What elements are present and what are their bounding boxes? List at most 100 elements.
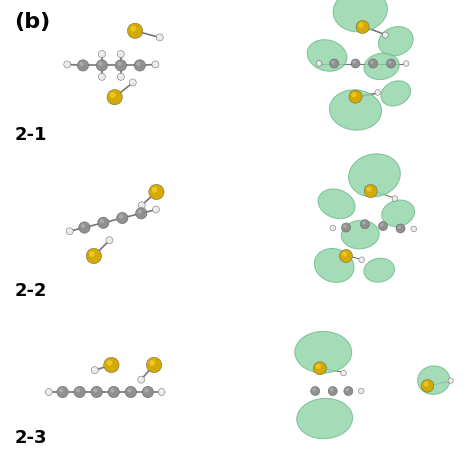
- Circle shape: [349, 90, 362, 103]
- Circle shape: [107, 360, 112, 366]
- Circle shape: [330, 388, 333, 392]
- Circle shape: [342, 371, 344, 374]
- Circle shape: [370, 61, 374, 64]
- Ellipse shape: [341, 220, 379, 249]
- Circle shape: [152, 187, 157, 193]
- Circle shape: [383, 33, 386, 36]
- Circle shape: [125, 386, 137, 398]
- Circle shape: [74, 386, 85, 398]
- Circle shape: [317, 62, 319, 64]
- Circle shape: [129, 79, 136, 86]
- Circle shape: [139, 377, 142, 380]
- Circle shape: [93, 388, 98, 392]
- Circle shape: [339, 249, 353, 263]
- Ellipse shape: [318, 189, 355, 219]
- Circle shape: [328, 386, 337, 396]
- Circle shape: [106, 237, 113, 244]
- Circle shape: [118, 52, 121, 55]
- Circle shape: [359, 389, 362, 392]
- Circle shape: [149, 184, 164, 200]
- Circle shape: [89, 251, 95, 257]
- Circle shape: [108, 386, 119, 398]
- Circle shape: [107, 90, 122, 105]
- Circle shape: [366, 187, 372, 191]
- Circle shape: [99, 73, 105, 80]
- Circle shape: [139, 203, 142, 206]
- Circle shape: [375, 90, 381, 95]
- Circle shape: [46, 389, 52, 395]
- Circle shape: [380, 223, 383, 227]
- Circle shape: [92, 368, 95, 371]
- Ellipse shape: [382, 200, 415, 227]
- Circle shape: [104, 357, 119, 373]
- Circle shape: [91, 367, 98, 374]
- Circle shape: [59, 388, 64, 392]
- Circle shape: [118, 214, 123, 219]
- Circle shape: [398, 226, 401, 229]
- Ellipse shape: [378, 27, 413, 56]
- Text: 2-2: 2-2: [14, 282, 47, 300]
- Circle shape: [158, 389, 165, 395]
- Text: 2-3: 2-3: [14, 429, 47, 447]
- Ellipse shape: [381, 81, 410, 106]
- Circle shape: [388, 61, 392, 64]
- Circle shape: [110, 388, 115, 392]
- Circle shape: [159, 390, 162, 392]
- Circle shape: [149, 360, 155, 366]
- Circle shape: [91, 386, 102, 398]
- Circle shape: [341, 370, 346, 376]
- Circle shape: [341, 223, 351, 232]
- Ellipse shape: [329, 90, 382, 130]
- Ellipse shape: [348, 154, 401, 197]
- Circle shape: [449, 379, 451, 381]
- Circle shape: [118, 73, 124, 80]
- Circle shape: [86, 248, 101, 264]
- Circle shape: [386, 59, 396, 68]
- Circle shape: [77, 60, 89, 71]
- Circle shape: [67, 229, 70, 232]
- Circle shape: [130, 26, 136, 32]
- Circle shape: [316, 61, 322, 66]
- Circle shape: [117, 212, 128, 224]
- Circle shape: [138, 376, 145, 383]
- Circle shape: [344, 386, 353, 396]
- Ellipse shape: [297, 398, 353, 439]
- Circle shape: [99, 51, 105, 57]
- Circle shape: [404, 62, 407, 64]
- Circle shape: [136, 208, 147, 219]
- Circle shape: [312, 388, 316, 392]
- Circle shape: [330, 225, 336, 231]
- Ellipse shape: [314, 248, 354, 283]
- Circle shape: [157, 35, 160, 38]
- Circle shape: [368, 59, 378, 68]
- Circle shape: [412, 227, 414, 229]
- Circle shape: [403, 61, 409, 66]
- Circle shape: [378, 221, 388, 231]
- Circle shape: [376, 91, 378, 93]
- Circle shape: [136, 62, 141, 66]
- Circle shape: [154, 207, 156, 210]
- Circle shape: [64, 61, 71, 68]
- Circle shape: [424, 382, 428, 386]
- Circle shape: [118, 74, 121, 77]
- Circle shape: [360, 219, 370, 229]
- Circle shape: [110, 92, 116, 98]
- Circle shape: [81, 224, 85, 228]
- Circle shape: [76, 388, 81, 392]
- Circle shape: [46, 390, 49, 392]
- Circle shape: [421, 380, 434, 392]
- Circle shape: [353, 61, 356, 64]
- Circle shape: [117, 62, 122, 66]
- Circle shape: [313, 362, 327, 375]
- Circle shape: [134, 60, 146, 71]
- Ellipse shape: [307, 40, 347, 71]
- Circle shape: [448, 378, 454, 383]
- Circle shape: [137, 210, 142, 214]
- Circle shape: [346, 388, 349, 392]
- Circle shape: [142, 386, 154, 398]
- Circle shape: [331, 226, 333, 228]
- Circle shape: [100, 74, 102, 77]
- Ellipse shape: [418, 366, 450, 394]
- Circle shape: [118, 51, 124, 57]
- Circle shape: [100, 219, 104, 223]
